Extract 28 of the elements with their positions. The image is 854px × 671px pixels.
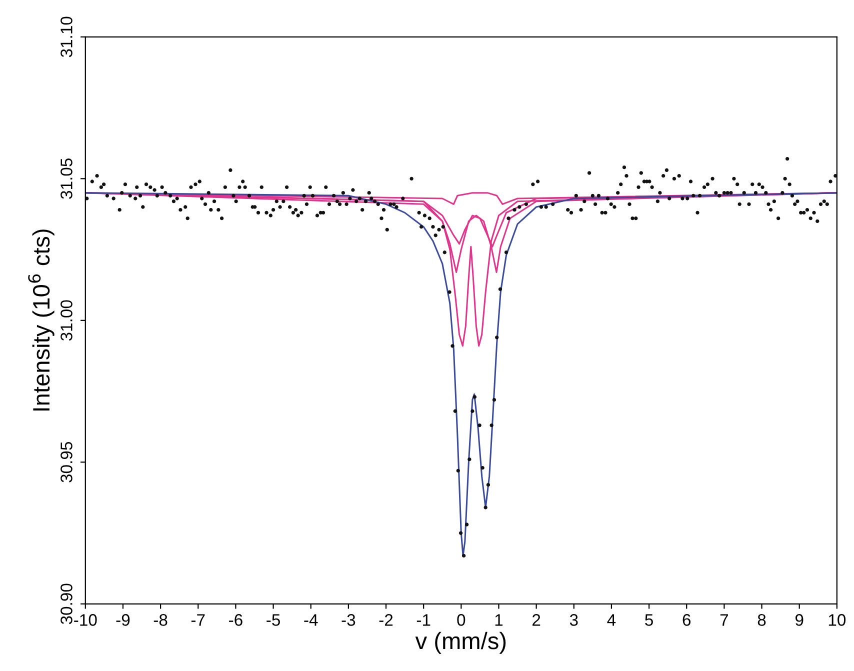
x-tick-label: 3 bbox=[570, 614, 578, 626]
x-tick-label: -1 bbox=[416, 614, 430, 626]
x-tick-label: 10 bbox=[828, 614, 846, 626]
x-tick-label: 1 bbox=[495, 614, 503, 626]
y-tick-label: 31.00 bbox=[60, 300, 72, 341]
y-axis-title: Intensity (10$^{6}$ cts) bbox=[28, 230, 54, 411]
y-tick-label: 30.90 bbox=[60, 584, 72, 624]
x-tick-label: 6 bbox=[682, 614, 691, 626]
x-tick-label: -10 bbox=[74, 614, 97, 626]
x-tick-label: 5 bbox=[645, 614, 653, 626]
y-tick-label: 30.95 bbox=[60, 442, 72, 482]
x-tick-label: -8 bbox=[154, 614, 168, 626]
x-tick-label: 2 bbox=[532, 614, 540, 626]
x-tick-label: -4 bbox=[304, 614, 318, 626]
y-tick-label: 31.05 bbox=[60, 158, 72, 199]
x-tick-label: 7 bbox=[720, 614, 728, 626]
x-tick-label: 0 bbox=[457, 614, 466, 626]
x-tick-label: 8 bbox=[758, 614, 766, 626]
x-tick-label: -9 bbox=[116, 614, 130, 626]
x-tick-label: -3 bbox=[342, 614, 356, 626]
x-tick-label: -5 bbox=[266, 614, 280, 626]
x-tick-label: -2 bbox=[379, 614, 393, 626]
x-axis-title: v (mm/s) bbox=[415, 632, 506, 654]
x-tick-label: 4 bbox=[607, 614, 616, 626]
x-tick-label: 9 bbox=[795, 614, 804, 626]
x-tick-label: -6 bbox=[229, 614, 242, 626]
x-tick-label: -7 bbox=[191, 614, 205, 626]
y-tick-label: 31.10 bbox=[60, 16, 72, 58]
